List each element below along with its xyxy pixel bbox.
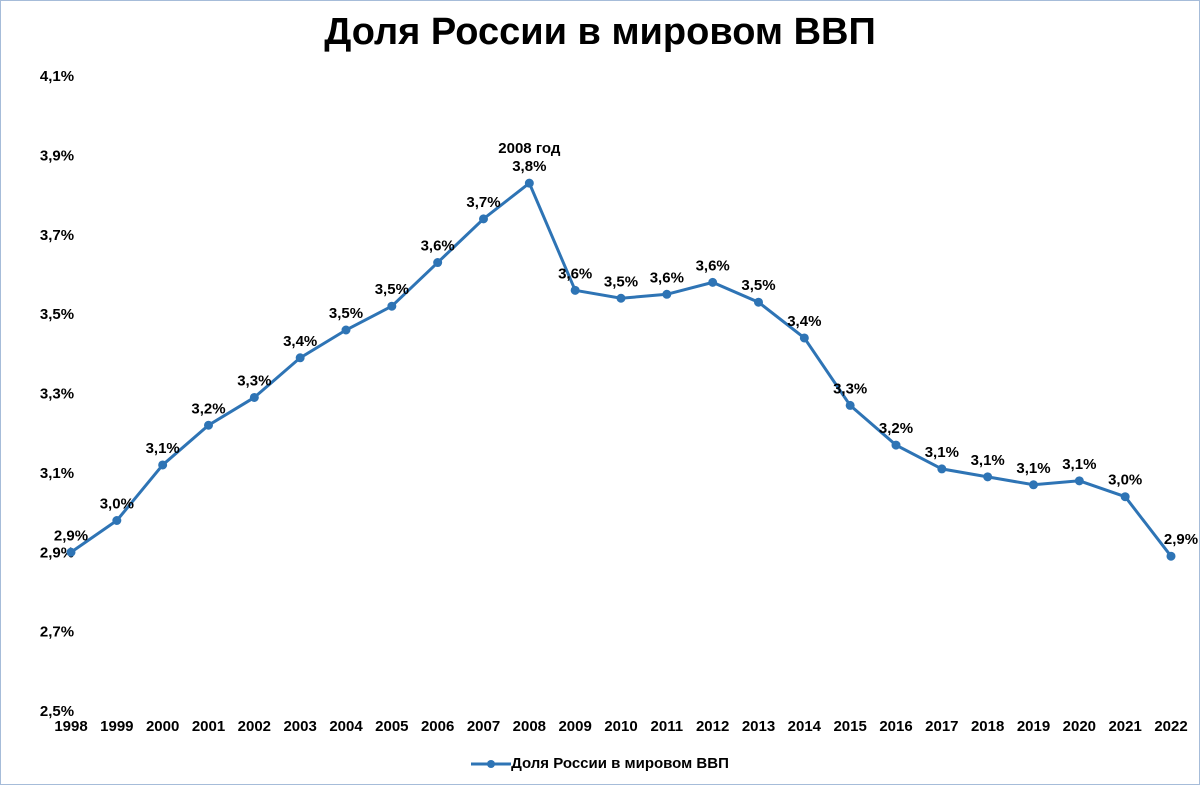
data-marker	[892, 441, 900, 449]
x-tick-label: 2006	[421, 718, 454, 735]
data-marker	[525, 179, 533, 187]
x-tick-label: 2011	[651, 718, 684, 735]
data-label: 2,9%	[1164, 531, 1198, 548]
legend-marker	[471, 757, 511, 771]
data-marker	[800, 334, 808, 342]
x-tick-label: 2003	[283, 718, 316, 735]
data-label: 3,1%	[1062, 456, 1096, 473]
x-tick-label: 2022	[1154, 718, 1187, 735]
data-marker	[388, 302, 396, 310]
data-label: 3,4%	[787, 313, 821, 330]
data-marker	[159, 461, 167, 469]
data-marker	[755, 298, 763, 306]
x-tick-label: 2015	[833, 718, 866, 735]
x-tick-label: 2021	[1108, 718, 1141, 735]
data-marker	[617, 294, 625, 302]
data-label: 3,5%	[375, 281, 409, 298]
line-chart-svg: 2,5%2,7%2,9%3,1%3,3%3,5%3,7%3,9%4,1% 199…	[1, 1, 1200, 786]
data-label: 3,3%	[833, 380, 867, 397]
data-label: 3,8%	[512, 158, 546, 175]
x-tick-label: 1999	[100, 718, 133, 735]
peak-annotation: 2008 год	[498, 140, 561, 157]
data-label: 3,0%	[100, 496, 134, 513]
x-tick-label: 2016	[879, 718, 912, 735]
data-marker	[846, 401, 854, 409]
data-marker	[1121, 493, 1129, 501]
x-tick-label: 2009	[558, 718, 591, 735]
data-label: 3,1%	[925, 444, 959, 461]
x-tick-label: 2001	[192, 718, 225, 735]
data-marker	[1167, 552, 1175, 560]
x-tick-label: 2018	[971, 718, 1004, 735]
y-tick-label: 3,9%	[40, 147, 74, 164]
data-marker	[984, 473, 992, 481]
data-marker	[296, 354, 304, 362]
x-tick-label: 2007	[467, 718, 500, 735]
y-tick-label: 4,1%	[40, 68, 74, 85]
y-tick-label: 3,3%	[40, 386, 74, 403]
x-tick-label: 2020	[1063, 718, 1096, 735]
data-marker	[113, 517, 121, 525]
x-tick-label: 2012	[696, 718, 729, 735]
x-tick-label: 2000	[146, 718, 179, 735]
data-marker	[67, 548, 75, 556]
data-label: 3,6%	[696, 257, 730, 274]
x-tick-label: 2004	[329, 718, 363, 735]
data-label: 3,4%	[283, 333, 317, 350]
data-label: 3,6%	[421, 238, 455, 255]
x-tick-label: 2014	[788, 718, 822, 735]
x-tick-label: 2005	[375, 718, 408, 735]
chart-legend: Доля России в мировом ВВП	[1, 755, 1199, 772]
data-marker	[434, 259, 442, 267]
data-label: 3,6%	[558, 265, 592, 282]
chart-frame: Доля России в мировом ВВП 2,5%2,7%2,9%3,…	[0, 0, 1200, 785]
data-marker	[1030, 481, 1038, 489]
data-marker	[205, 421, 213, 429]
data-label: 3,2%	[879, 420, 913, 437]
data-marker	[1075, 477, 1083, 485]
data-label: 3,3%	[237, 372, 271, 389]
data-label: 3,6%	[650, 269, 684, 286]
data-marker	[571, 286, 579, 294]
data-marker	[938, 465, 946, 473]
data-marker	[663, 290, 671, 298]
data-label: 3,1%	[146, 440, 180, 457]
y-tick-label: 3,7%	[40, 227, 74, 244]
data-label: 2,9%	[54, 527, 88, 544]
data-label: 3,0%	[1108, 472, 1142, 489]
y-tick-label: 3,1%	[40, 465, 74, 482]
x-tick-label: 2019	[1017, 718, 1050, 735]
data-marker	[480, 215, 488, 223]
data-label: 3,5%	[604, 273, 638, 290]
data-label: 3,1%	[1016, 460, 1050, 477]
data-label: 3,5%	[741, 277, 775, 294]
data-label: 3,2%	[191, 400, 225, 417]
x-tick-label: 2008	[513, 718, 546, 735]
x-tick-label: 2010	[604, 718, 637, 735]
series-line	[71, 183, 1171, 556]
data-label: 3,7%	[466, 194, 500, 211]
data-label: 3,5%	[329, 305, 363, 322]
y-tick-label: 2,7%	[40, 624, 74, 641]
data-marker	[709, 278, 717, 286]
legend-label: Доля России в мировом ВВП	[511, 755, 729, 772]
x-tick-label: 2002	[238, 718, 271, 735]
data-marker	[342, 326, 350, 334]
data-marker	[250, 393, 258, 401]
y-tick-label: 3,5%	[40, 306, 74, 323]
x-tick-label: 1998	[54, 718, 87, 735]
x-tick-label: 2017	[925, 718, 958, 735]
data-label: 3,1%	[971, 452, 1005, 469]
x-tick-label: 2013	[742, 718, 775, 735]
